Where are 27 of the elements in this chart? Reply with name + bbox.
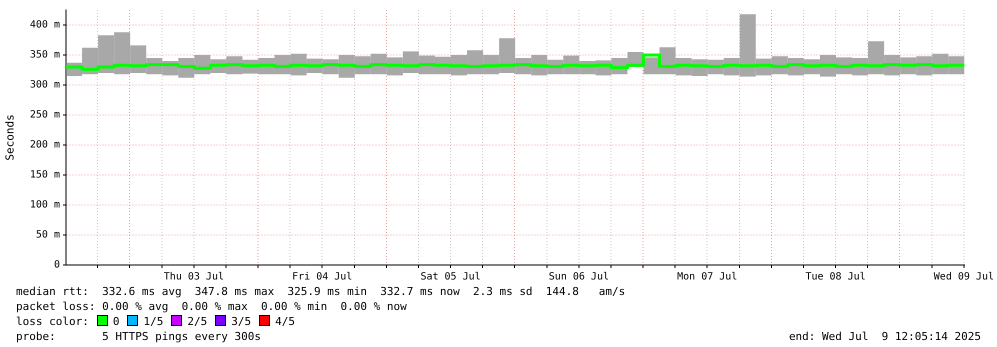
text: 2/5 — [187, 315, 208, 328]
text: 3/5 — [231, 315, 252, 328]
text: end: Wed Jul 9 12:05:14 2025 — [788, 329, 981, 344]
x-tick-label: Thu 03 Jul — [164, 272, 224, 283]
y-tick-label: 200 m — [30, 140, 60, 151]
text: probe: 5 HTTPS pings every 300s — [16, 330, 262, 343]
x-tick-label: Wed 09 Jul — [934, 272, 994, 283]
y-tick-label: 150 m — [30, 170, 60, 181]
x-tick-label: Fri 04 Jul — [292, 272, 352, 283]
y-tick-label: 250 m — [30, 110, 60, 121]
text: packet loss: 0.00 % avg 0.00 % max 0.00 % min 0.00 % now — [16, 300, 407, 313]
x-tick-label: Tue 08 Jul — [805, 272, 866, 283]
x-tick-label: Mon 07 Jul — [677, 272, 738, 283]
y-tick-label: 0 — [54, 260, 60, 271]
y-tick-label: 400 m — [30, 20, 60, 31]
text: 1/5 — [143, 315, 164, 328]
y-axis-title: Seconds — [3, 114, 16, 161]
text: median rtt: 332.6 ms avg 347.8 ms max 325.9 ms min 332.7 ms now 2.3 ms sd 144.8 am/s — [16, 285, 626, 298]
y-tick-label: 350 m — [30, 50, 60, 61]
text: 0 — [112, 315, 120, 328]
y-tick-label: 50 m — [36, 230, 60, 241]
y-tick-label: 100 m — [30, 200, 60, 211]
x-tick-label: Sun 06 Jul — [548, 272, 609, 283]
y-tick-label: 300 m — [30, 80, 60, 91]
text: 4/5 — [275, 315, 295, 328]
x-tick-label: Sat 05 Jul — [420, 272, 481, 283]
text: loss color: — [16, 315, 89, 328]
